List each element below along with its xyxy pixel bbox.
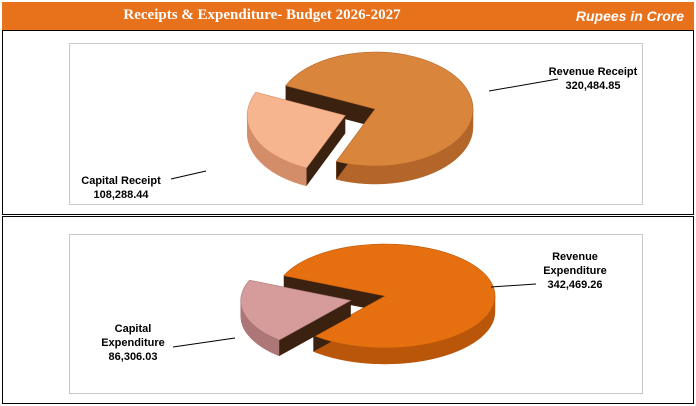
- slice-value-label: 342,469.26: [547, 279, 602, 291]
- pie-slice-0-1: [246, 91, 346, 187]
- leader-line-1-0: [490, 283, 537, 288]
- receipts-panel: Revenue Receipt 320,484.85 Capital Receipt…: [2, 30, 694, 215]
- slice-value-label: 108,288.44: [93, 189, 149, 201]
- leader-line-0-1: [170, 170, 207, 180]
- slice-name-label: Expenditure: [543, 265, 607, 277]
- header-bar: Receipts & Expenditure- Budget 2026-2027…: [2, 2, 694, 30]
- leader-line-1-1: [172, 337, 236, 348]
- slice-value-label: 86,306.03: [109, 351, 158, 363]
- expenditure-pie-chart: Revenue Expenditure 342,469.26 Capital Expen…: [101, 243, 607, 365]
- receipts-pie-chart: Revenue Receipt 320,484.85 Capital Receipt…: [81, 51, 638, 201]
- slice-value-label: 320,484.85: [565, 80, 620, 92]
- slice-name-label: Capital: [115, 323, 152, 335]
- page-title: Receipts & Expenditure- Budget 2026-2027: [123, 7, 401, 23]
- pie-slice-1-0: [283, 243, 496, 365]
- unit-label: Rupees in Crore: [575, 8, 684, 24]
- leader-line-0-0: [488, 78, 559, 92]
- slice-name-label: Revenue Receipt: [549, 66, 638, 78]
- expenditure-panel: Revenue Expenditure 342,469.26 Capital Expen…: [2, 216, 694, 404]
- slice-name-label: Expenditure: [101, 337, 165, 349]
- pie-slice-1-1: [240, 279, 352, 357]
- slice-name-label: Revenue: [552, 251, 598, 263]
- pie-slice-0-0: [285, 51, 474, 185]
- slice-name-label: Capital Receipt: [81, 175, 161, 187]
